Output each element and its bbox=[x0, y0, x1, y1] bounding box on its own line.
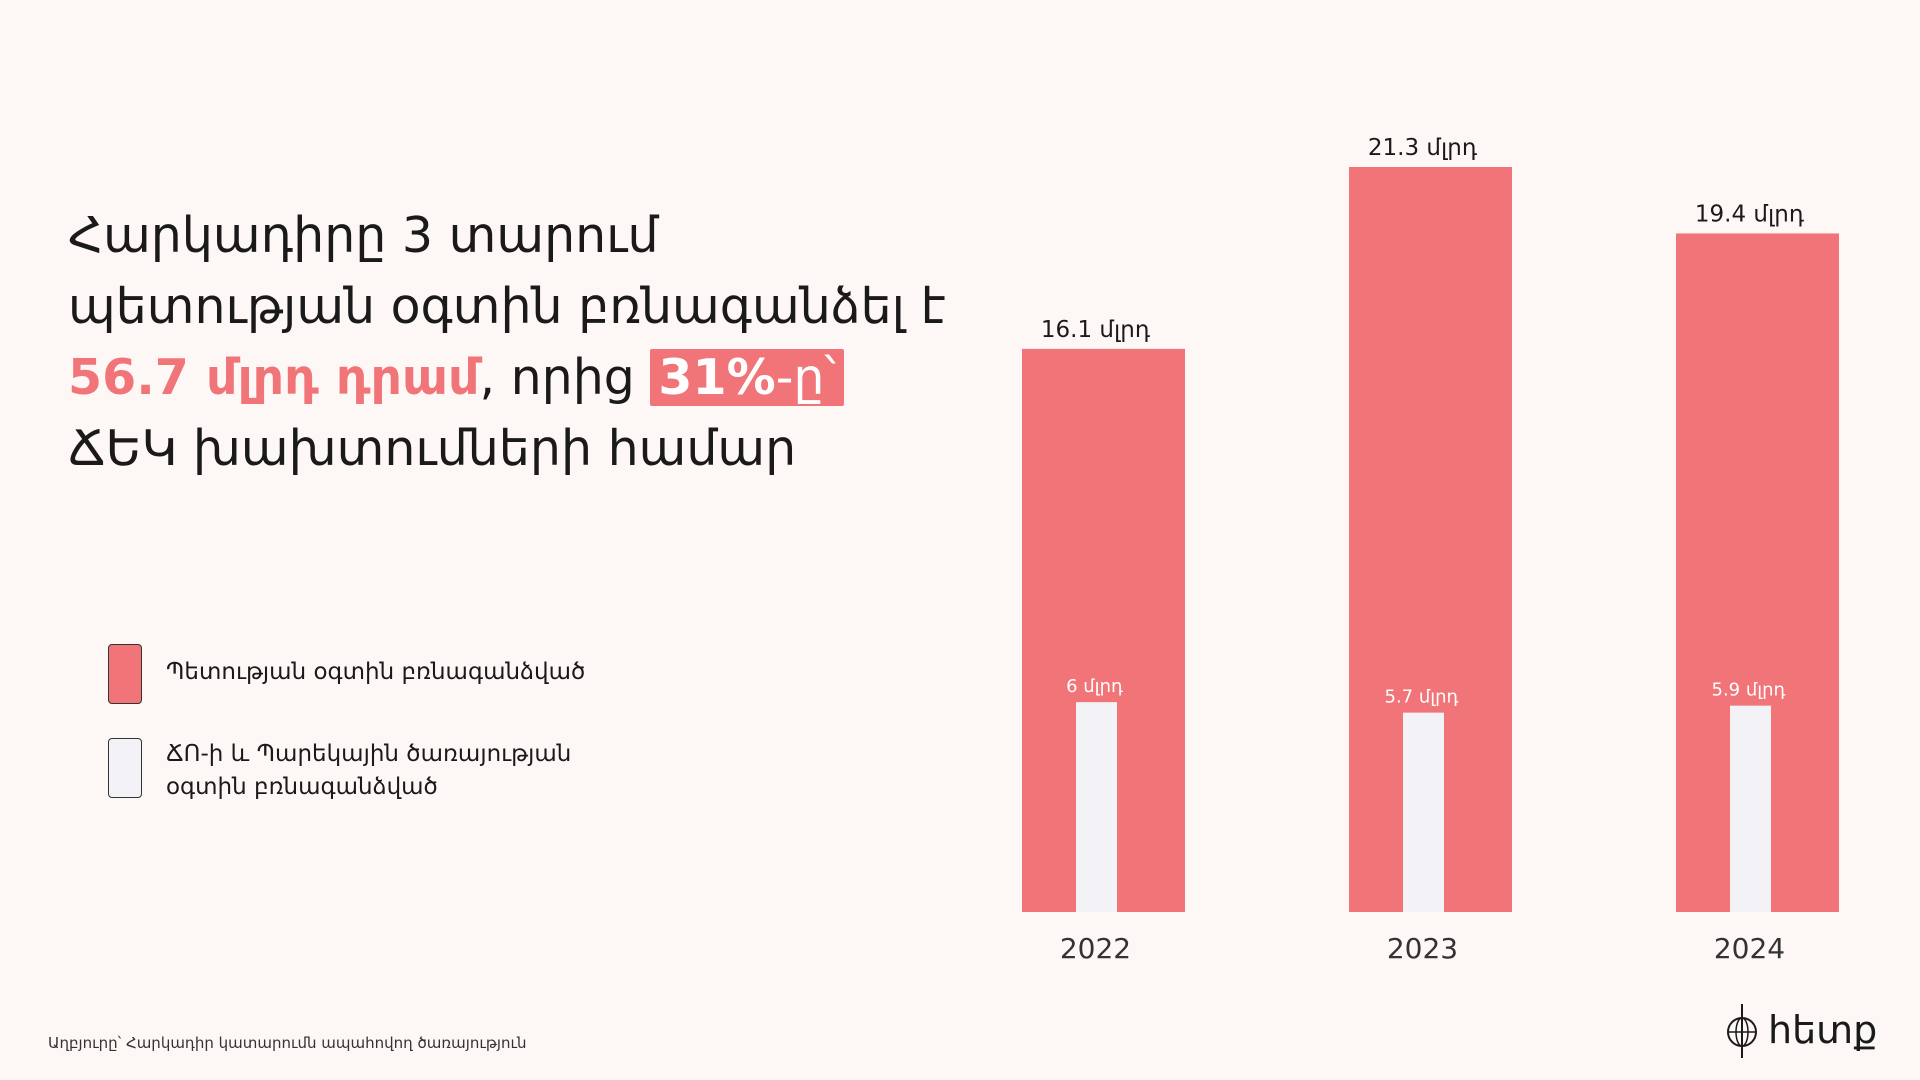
bar-label-outer-2022: 16.1 մլրդ bbox=[1041, 317, 1151, 343]
x-tick-2022: 2022 bbox=[1060, 932, 1131, 965]
legend-item-police: ՃՈ-ի և Պարեկային ծառայության օգտին բռնագ… bbox=[108, 738, 636, 804]
bar-label-outer-2024: 19.4 մլրդ bbox=[1695, 201, 1805, 227]
x-tick-2024: 2024 bbox=[1714, 932, 1785, 965]
legend-swatch-state bbox=[108, 644, 142, 704]
bar-label-inner-2023: 5.7 մլրդ bbox=[1385, 687, 1459, 708]
headline-part-1: Հարկադիրը 3 տարում պետության օգտին բռնագ… bbox=[68, 207, 946, 335]
bar-inner-2023 bbox=[1403, 712, 1444, 912]
bar-label-inner-2024: 5.9 մլրդ bbox=[1712, 680, 1786, 701]
bar-inner-2024 bbox=[1730, 705, 1771, 912]
hetq-logo: hետք bbox=[1722, 1000, 1877, 1060]
legend-item-state: Պետության օգտին բռնագանձված bbox=[108, 644, 636, 704]
bar-inner-2022 bbox=[1076, 702, 1117, 912]
headline-percent: 31% bbox=[658, 349, 776, 406]
logo-text: hետք bbox=[1768, 1008, 1878, 1052]
headline-percent-badge: 31%-ը՝ bbox=[650, 349, 845, 406]
headline-part-3: ՃԵԿ խախտումների համար bbox=[68, 420, 797, 477]
legend: Պետության օգտին բռնագանձված ՃՈ-ի և Պարեկ… bbox=[108, 644, 636, 838]
globe-logo-icon bbox=[1727, 1004, 1757, 1058]
bar-label-outer-2023: 21.3 մլրդ bbox=[1368, 135, 1478, 161]
headline-part-2: , որից bbox=[479, 349, 651, 406]
bar-label-inner-2022: 6 մլրդ bbox=[1066, 676, 1123, 697]
bar-outer-2022 bbox=[1022, 348, 1185, 912]
x-tick-2023: 2023 bbox=[1387, 932, 1458, 965]
headline-percent-suffix: -ը՝ bbox=[775, 349, 837, 406]
legend-swatch-police bbox=[108, 738, 142, 798]
headline: Հարկադիրը 3 տարում պետության օգտին բռնագ… bbox=[68, 200, 968, 484]
legend-label-state: Պետության օգտին բռնագանձված bbox=[166, 659, 586, 685]
source-note: Աղբյուրը՝ Հարկադիր կատարումն ապահովող ծա… bbox=[48, 1034, 527, 1052]
headline-amount: 56.7 մլրդ դրամ bbox=[68, 349, 480, 406]
bar-outer-2024 bbox=[1676, 233, 1839, 913]
legend-label-police: ՃՈ-ի և Պարեկային ծառայության օգտին բռնագ… bbox=[166, 741, 572, 800]
bar-outer-2023 bbox=[1349, 167, 1512, 912]
